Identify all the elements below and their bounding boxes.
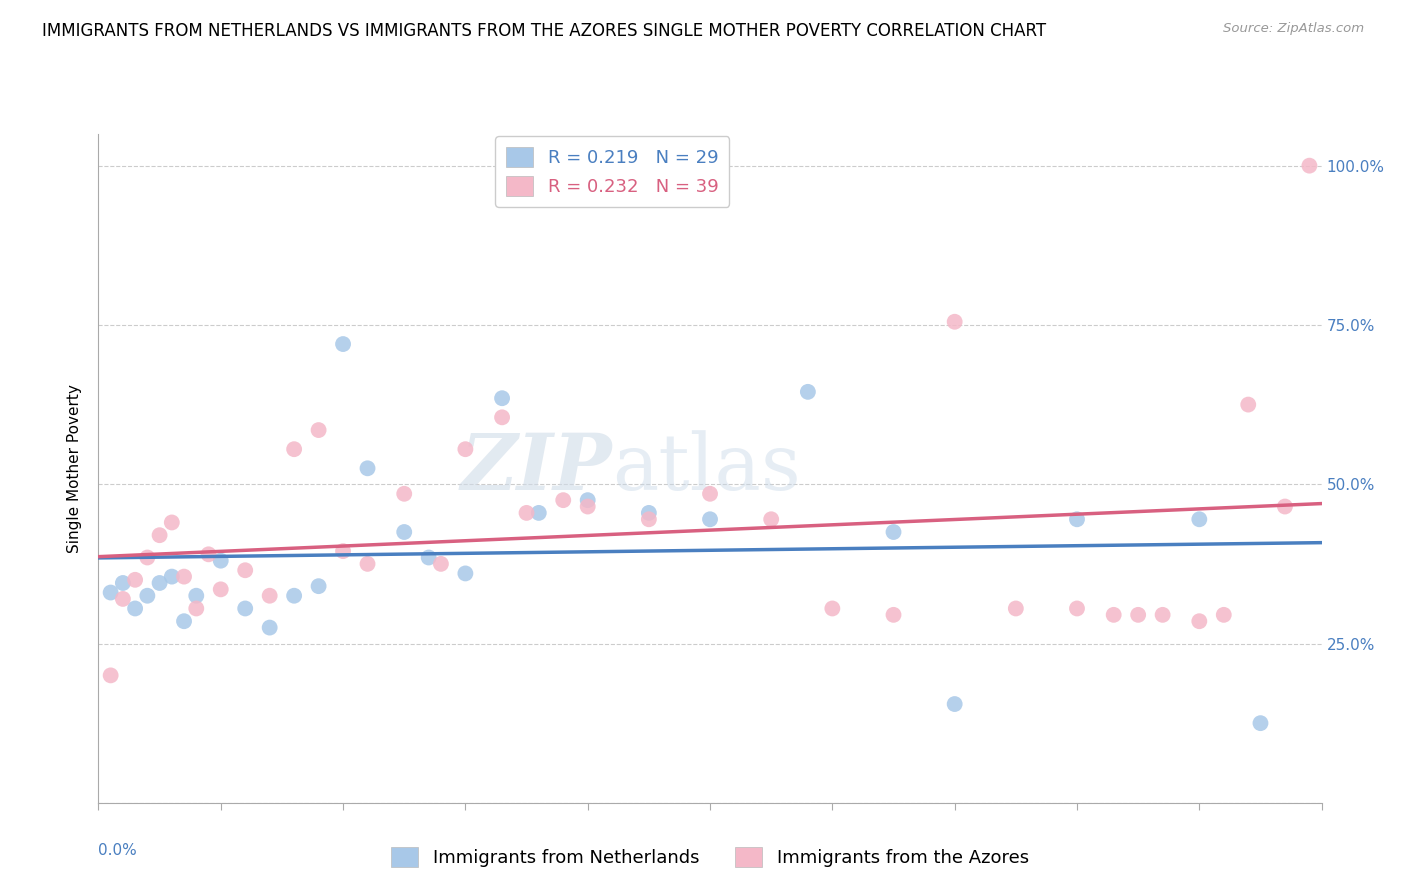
Point (186, 601, 208, 615)
Point (430, 557, 453, 571)
Point (259, 589, 281, 603)
Point (332, 337, 354, 351)
Point (637, 512, 661, 526)
Point (308, 423, 330, 437)
Point (392, 487, 416, 501)
Point (1249, 716, 1271, 731)
Point (332, 544, 354, 558)
Point (454, 566, 477, 581)
Point (576, 500, 599, 514)
Point (1188, 512, 1211, 526)
Point (1212, 607, 1234, 622)
Point (173, 569, 195, 583)
Point (576, 493, 599, 508)
Point (392, 524, 416, 539)
Point (1298, 159, 1320, 173)
Point (883, 607, 905, 622)
Point (883, 524, 905, 539)
Point (173, 614, 195, 628)
Point (699, 512, 721, 526)
Point (699, 487, 721, 501)
Text: Source: ZipAtlas.com: Source: ZipAtlas.com (1223, 22, 1364, 36)
Point (197, 547, 219, 561)
Point (1274, 500, 1296, 514)
Point (160, 569, 183, 583)
Point (233, 563, 256, 577)
Point (1066, 601, 1088, 615)
Point (136, 550, 159, 565)
Point (209, 554, 232, 568)
Point (553, 493, 575, 508)
Point (356, 557, 378, 571)
Point (821, 601, 844, 615)
Point (111, 576, 134, 591)
Point (160, 516, 183, 530)
Point (136, 589, 159, 603)
Text: ZIP: ZIP (461, 430, 612, 507)
Point (637, 506, 661, 520)
Point (527, 506, 550, 520)
Point (186, 589, 208, 603)
Point (943, 315, 966, 329)
Text: IMMIGRANTS FROM NETHERLANDS VS IMMIGRANTS FROM THE AZORES SINGLE MOTHER POVERTY : IMMIGRANTS FROM NETHERLANDS VS IMMIGRANT… (42, 22, 1046, 40)
Point (100, 668, 122, 682)
Point (491, 410, 513, 425)
Text: atlas: atlas (612, 431, 801, 506)
Point (418, 550, 440, 565)
Point (124, 573, 146, 587)
Point (209, 582, 232, 597)
Point (124, 601, 146, 615)
Point (283, 442, 305, 457)
Point (283, 589, 305, 603)
Point (149, 576, 172, 591)
Point (454, 442, 477, 457)
Point (308, 579, 330, 593)
Point (111, 591, 134, 606)
Point (759, 512, 782, 526)
Point (943, 697, 966, 711)
Legend: Immigrants from Netherlands, Immigrants from the Azores: Immigrants from Netherlands, Immigrants … (384, 839, 1036, 874)
Point (356, 461, 378, 475)
Point (1102, 607, 1125, 622)
Point (1128, 607, 1150, 622)
Point (1237, 398, 1260, 412)
Point (259, 621, 281, 635)
Y-axis label: Single Mother Poverty: Single Mother Poverty (67, 384, 83, 553)
Point (797, 384, 820, 399)
Text: 0.0%: 0.0% (98, 843, 138, 858)
Point (1188, 614, 1211, 628)
Point (1004, 601, 1026, 615)
Point (491, 391, 513, 405)
Point (1152, 607, 1174, 622)
Point (149, 528, 172, 542)
Point (1066, 512, 1088, 526)
Point (233, 601, 256, 615)
Point (516, 506, 538, 520)
Point (100, 585, 122, 599)
